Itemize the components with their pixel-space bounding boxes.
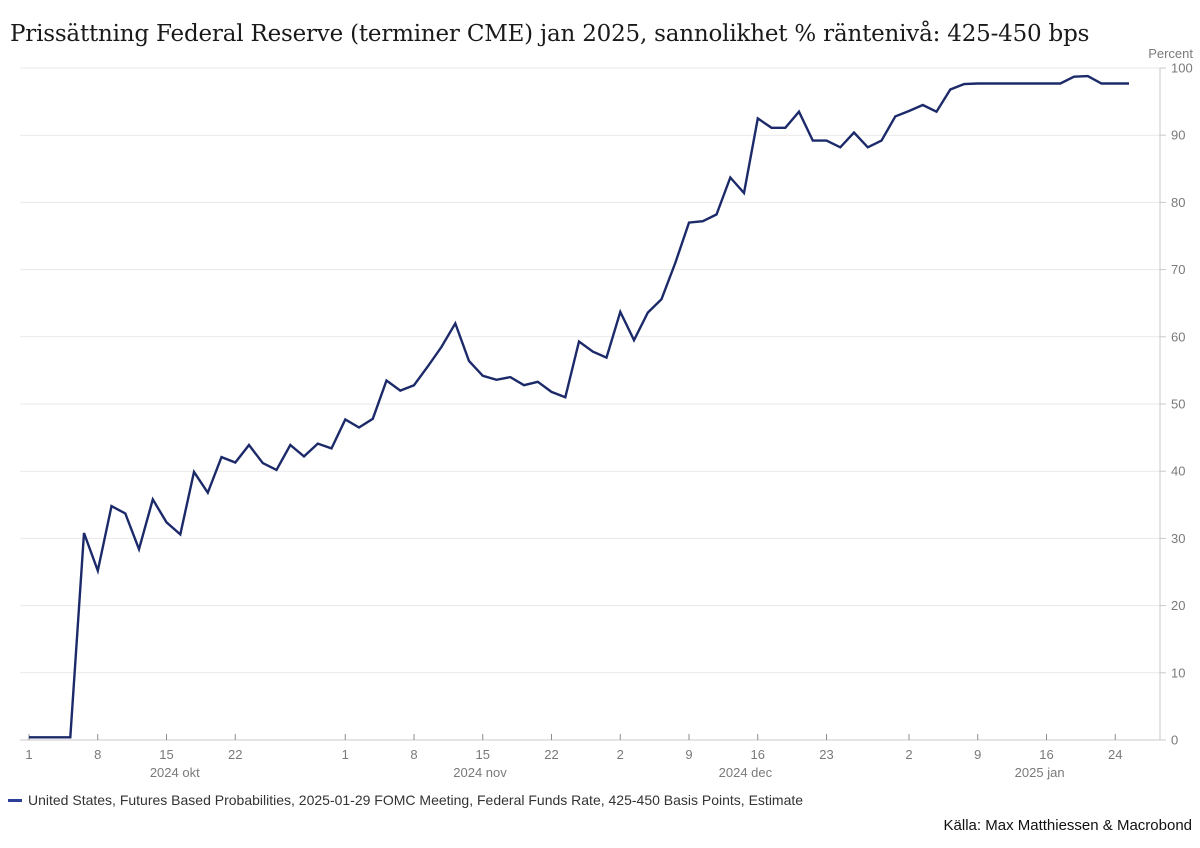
x-tick-label: 8 bbox=[94, 747, 101, 762]
x-tick-label: 16 bbox=[1039, 747, 1053, 762]
x-tick-label: 16 bbox=[751, 747, 765, 762]
page-title: Prissättning Federal Reserve (terminer C… bbox=[10, 21, 1090, 48]
x-tick-label: 23 bbox=[819, 747, 833, 762]
x-tick-label: 2 bbox=[905, 747, 912, 762]
y-tick-label: 90 bbox=[1171, 128, 1185, 143]
y-tick-label: 20 bbox=[1171, 598, 1185, 613]
x-tick-label: 2 bbox=[617, 747, 624, 762]
x-tick-label: 22 bbox=[544, 747, 558, 762]
source-credit: Källa: Max Matthiessen & Macrobond bbox=[943, 817, 1192, 834]
chart-area: 0 10 20 30 40 50 60 70 80 90 100 1 8 15 22 1 8 15 22 2 9 16 23… bbox=[20, 61, 1193, 780]
y-tick-label: 10 bbox=[1171, 665, 1185, 680]
x-tick-label: 1 bbox=[342, 747, 349, 762]
x-tick-label: 1 bbox=[25, 747, 32, 762]
y-tick-label: 100 bbox=[1171, 61, 1193, 76]
x-tick-label: 22 bbox=[228, 747, 242, 762]
legend: United States, Futures Based Probabiliti… bbox=[8, 792, 803, 808]
x-month-label: 2025 jan bbox=[1015, 765, 1065, 780]
y-tick-label: 30 bbox=[1171, 531, 1185, 546]
x-tick-label: 8 bbox=[410, 747, 417, 762]
x-month-label: 2024 dec bbox=[719, 765, 773, 780]
x-tick-label: 9 bbox=[685, 747, 692, 762]
legend-line-marker-icon bbox=[8, 798, 22, 802]
x-tick-label: 24 bbox=[1108, 747, 1122, 762]
x-tick-label: 15 bbox=[159, 747, 173, 762]
x-month-label: 2024 nov bbox=[453, 765, 507, 780]
data-line bbox=[29, 74, 1129, 739]
y-tick-label: 80 bbox=[1171, 195, 1185, 210]
x-month-label: 2024 okt bbox=[150, 765, 200, 780]
y-tick-label: 40 bbox=[1171, 464, 1185, 479]
x-tick-label: 9 bbox=[974, 747, 981, 762]
y-tick-label: 0 bbox=[1171, 733, 1178, 748]
legend-label: United States, Futures Based Probabiliti… bbox=[28, 792, 804, 808]
y-tick-label: 60 bbox=[1171, 329, 1185, 344]
y-axis-unit-label: Percent bbox=[1148, 46, 1193, 61]
y-tick-label: 70 bbox=[1171, 262, 1185, 277]
x-tick-label: 15 bbox=[476, 747, 490, 762]
y-tick-label: 50 bbox=[1171, 397, 1185, 412]
